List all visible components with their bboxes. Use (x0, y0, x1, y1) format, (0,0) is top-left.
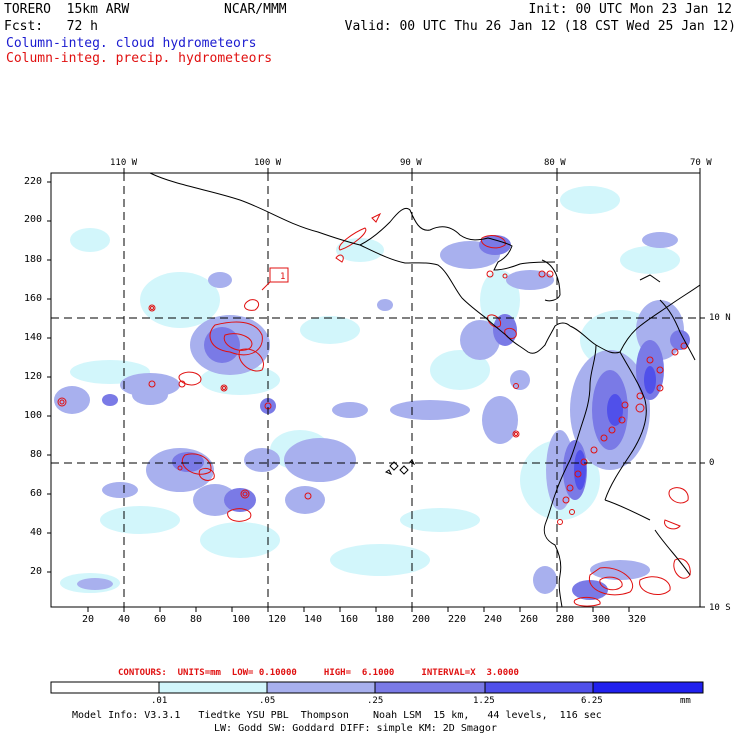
top-lon-ticks (123, 168, 705, 608)
x-tick-label: 60 (154, 614, 167, 625)
colorbar-label: .01 (151, 696, 168, 706)
y-tick-label: 120 (24, 371, 43, 382)
y-tick-label: 20 (30, 566, 43, 577)
lat-label-10s: 10 S (709, 603, 731, 613)
x-tick-label: 140 (304, 614, 323, 625)
y-tick-label: 180 (24, 254, 43, 265)
colorbar (50, 681, 704, 694)
x-tick-label: 80 (190, 614, 203, 625)
x-tick-label: 120 (268, 614, 287, 625)
colorbar-bin (267, 682, 375, 693)
map-field-layer (54, 173, 700, 607)
organization: NCAR/MMM (224, 2, 287, 17)
valid-time: Valid: 00 UTC Thu 26 Jan 12 (18 CST Wed … (344, 19, 736, 34)
field-precip-label: Column-integ. precip. hydrometeors (6, 51, 273, 66)
x-tick-label: 40 (118, 614, 131, 625)
lon-label-90w: 90 W (400, 158, 422, 168)
colorbar-bin (485, 682, 593, 693)
marked-box-label: 1 (280, 272, 285, 282)
y-tick-label: 80 (30, 449, 43, 460)
colorbar-bin (375, 682, 485, 693)
lon-label-110w: 110 W (110, 158, 138, 168)
x-tick-label: 320 (628, 614, 647, 625)
y-tick-label: 40 (30, 527, 43, 538)
colorbar-bin (51, 682, 159, 693)
x-tick-label: 240 (484, 614, 503, 625)
x-tick-label: 260 (520, 614, 539, 625)
y-tick-label: 200 (24, 214, 43, 225)
cloud-field-intense (574, 366, 656, 490)
lon-label-80w: 80 W (544, 158, 566, 168)
x-ticks (87, 607, 630, 612)
lat-label-eq: 0 (709, 458, 715, 468)
x-tick-label: 300 (592, 614, 611, 625)
model-name: TORERO 15km ARW (4, 2, 130, 17)
lon-label-100w: 100 W (254, 158, 282, 168)
colorbar-label: 1.25 (473, 696, 495, 706)
colorbar-label: 6.25 (581, 696, 603, 706)
x-tick-label: 180 (376, 614, 395, 625)
x-tick-label: 200 (412, 614, 431, 625)
y-tick-label: 60 (30, 488, 43, 499)
x-tick-label: 100 (232, 614, 251, 625)
x-tick-label: 20 (82, 614, 95, 625)
marked-box (269, 267, 289, 283)
lat-lon-grid (51, 173, 700, 607)
colorbar-frame (50, 681, 704, 694)
marked-box-pointer (261, 281, 271, 291)
x-tick-label: 160 (340, 614, 359, 625)
field-cloud-label: Column-integ. cloud hydrometeors (6, 36, 257, 51)
colorbar-unit: mm (680, 696, 691, 706)
x-tick-label: 280 (556, 614, 575, 625)
init-time: Init: 00 UTC Mon 23 Jan 12 (528, 2, 733, 17)
y-ticks (47, 181, 51, 573)
colorbar-bin (593, 682, 703, 693)
y-tick-label: 100 (24, 410, 43, 421)
forecast-hour: Fcst: 72 h (4, 19, 98, 34)
y-tick-label: 160 (24, 293, 43, 304)
x-tick-label: 220 (448, 614, 467, 625)
colorbar-bin (159, 682, 267, 693)
lon-label-70w: 70 W (690, 158, 712, 168)
model-info: Model Info: V3.3.1 Tiedtke YSU PBL Thomp… (72, 710, 602, 721)
model-info-2: LW: Godd SW: Goddard DIFF: simple KM: 2D… (214, 723, 497, 734)
contours-info: CONTOURS: UNITS=mm LOW= 0.10000 HIGH= 6.… (118, 668, 519, 678)
y-tick-label: 220 (24, 176, 43, 187)
colorbar-label: .25 (367, 696, 384, 706)
colorbar-label: .05 (259, 696, 276, 706)
y-tick-label: 140 (24, 332, 43, 343)
lat-label-10n: 10 N (709, 313, 731, 323)
